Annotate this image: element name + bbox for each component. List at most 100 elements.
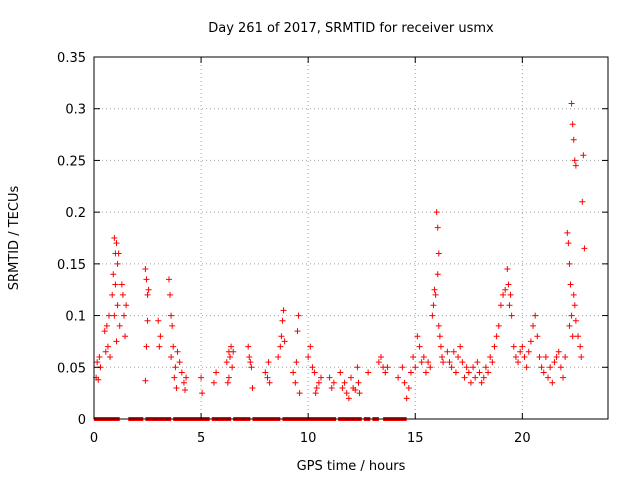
data-point	[228, 343, 235, 350]
data-point	[407, 369, 414, 376]
data-point	[567, 281, 574, 288]
data-point	[168, 312, 175, 319]
x-tick-label: 15	[407, 431, 424, 446]
data-point	[530, 322, 537, 329]
data-point	[467, 379, 474, 386]
data-point	[542, 353, 549, 360]
data-point	[113, 240, 120, 247]
data-point	[405, 384, 412, 391]
data-point	[355, 379, 362, 386]
data-point	[337, 369, 344, 376]
data-point	[581, 245, 588, 252]
data-point	[144, 291, 151, 298]
data-point	[352, 387, 359, 394]
data-point	[114, 260, 121, 267]
data-point	[292, 379, 299, 386]
data-point	[145, 286, 152, 293]
y-tick-label: 0.25	[57, 154, 86, 169]
data-point	[491, 343, 498, 350]
data-point	[519, 343, 526, 350]
data-point	[290, 369, 297, 376]
data-point	[579, 198, 586, 205]
gridlines	[94, 57, 608, 419]
data-point	[495, 322, 502, 329]
data-point	[555, 348, 562, 355]
data-point	[566, 322, 573, 329]
data-point	[348, 374, 354, 381]
data-point	[365, 369, 372, 376]
data-point	[429, 312, 436, 319]
data-point	[174, 348, 181, 355]
data-point	[425, 359, 432, 366]
plot-frame	[93, 56, 609, 420]
data-point	[226, 353, 233, 360]
axis-ticks	[93, 56, 608, 420]
data-point	[521, 353, 528, 360]
data-point	[436, 333, 443, 340]
data-point	[157, 333, 164, 340]
data-point	[493, 333, 500, 340]
data-point	[476, 369, 483, 376]
data-point	[564, 229, 571, 236]
data-point	[295, 312, 302, 319]
chart-title: Day 261 of 2017, SRMTID for receiver usm…	[208, 21, 494, 36]
x-axis-label: GPS time / hours	[297, 459, 406, 474]
data-point	[109, 291, 116, 298]
data-point	[172, 364, 179, 371]
data-point	[446, 359, 453, 366]
data-point	[312, 390, 319, 397]
data-point	[504, 266, 511, 273]
data-point	[497, 302, 504, 309]
data-point	[356, 390, 363, 397]
data-point	[525, 348, 532, 355]
data-point	[551, 359, 558, 366]
data-point	[107, 353, 114, 360]
data-point	[437, 343, 444, 350]
data-point	[167, 291, 174, 298]
y-tick-label: 0.3	[65, 103, 86, 118]
data-point	[569, 333, 576, 340]
data-point	[199, 390, 206, 397]
data-point	[94, 359, 101, 366]
data-point	[315, 379, 322, 386]
data-point	[465, 369, 472, 376]
data-point	[534, 333, 541, 340]
data-point	[512, 353, 519, 360]
data-point	[96, 353, 103, 360]
data-point	[266, 379, 273, 386]
x-tick-label: 10	[300, 431, 317, 446]
y-tick-label: 0.15	[57, 258, 86, 273]
data-point	[144, 317, 151, 324]
x-tick-label: 0	[90, 431, 98, 446]
data-point	[111, 235, 118, 241]
data-point	[532, 312, 539, 319]
data-point	[508, 312, 515, 319]
y-tick-label: 0.1	[65, 310, 86, 325]
data-point	[474, 359, 481, 366]
data-point	[354, 364, 361, 371]
data-point	[168, 353, 175, 360]
data-point	[571, 157, 578, 164]
data-point	[538, 364, 545, 371]
data-point	[111, 312, 118, 319]
data-point	[104, 343, 111, 350]
data-point	[580, 152, 587, 159]
data-point	[309, 364, 316, 371]
data-point	[265, 359, 272, 366]
data-point	[565, 240, 572, 247]
data-point	[434, 224, 441, 231]
data-point	[122, 333, 129, 340]
data-point	[578, 353, 585, 360]
data-point	[224, 379, 231, 386]
data-point	[247, 359, 254, 366]
data-point	[505, 281, 512, 288]
data-point	[547, 364, 554, 371]
data-point	[213, 369, 220, 376]
data-point	[439, 353, 446, 360]
data-point	[502, 286, 509, 293]
data-point	[115, 250, 122, 257]
data-point	[165, 276, 172, 283]
data-point	[169, 322, 176, 329]
data-point	[432, 291, 439, 298]
